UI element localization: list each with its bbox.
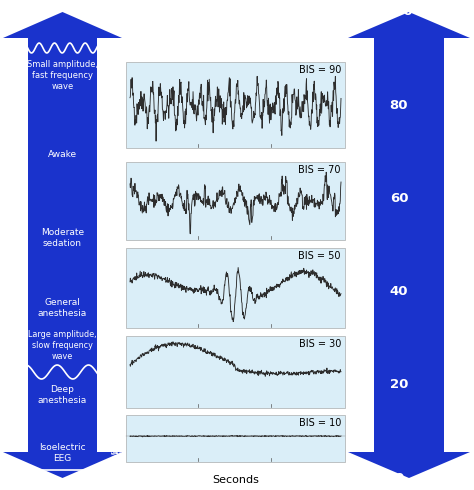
Text: Awake: Awake: [48, 150, 77, 159]
Text: 40: 40: [390, 285, 408, 298]
Bar: [126, 336, 345, 408]
Bar: [126, 248, 345, 328]
Text: BIS INDEX RANGE: BIS INDEX RANGE: [457, 197, 467, 293]
Bar: [126, 415, 345, 462]
Text: Seconds: Seconds: [212, 475, 259, 485]
Text: 50: 50: [114, 451, 124, 460]
Text: Moderate
sedation: Moderate sedation: [41, 228, 84, 248]
Text: BIS = 30: BIS = 30: [299, 339, 341, 349]
Text: Microvolts: Microvolts: [111, 418, 120, 458]
Polygon shape: [348, 12, 470, 38]
Text: BIS = 10: BIS = 10: [299, 418, 341, 428]
Text: 60: 60: [390, 192, 408, 205]
Text: 50: 50: [114, 417, 124, 426]
Text: 0: 0: [119, 432, 124, 441]
Text: General
anesthesia: General anesthesia: [38, 298, 87, 318]
Polygon shape: [348, 452, 470, 478]
Text: BIS = 90: BIS = 90: [299, 65, 341, 75]
Text: BIS = 70: BIS = 70: [299, 165, 341, 175]
Text: 100: 100: [385, 5, 413, 19]
Bar: [126, 62, 345, 148]
Text: 80: 80: [390, 98, 408, 112]
Text: BIS = 50: BIS = 50: [299, 251, 341, 261]
Text: Deep
anesthesia: Deep anesthesia: [38, 385, 87, 405]
Bar: [126, 162, 345, 240]
Bar: [28, 38, 97, 452]
Text: Isoelectric
EEG: Isoelectric EEG: [39, 443, 86, 463]
Text: 0: 0: [394, 471, 404, 485]
Text: 20: 20: [390, 378, 408, 392]
Bar: [374, 38, 445, 452]
Text: Small amplitude,
fast frequency
wave: Small amplitude, fast frequency wave: [27, 60, 98, 91]
Text: Large amplitude,
slow frequency
wave: Large amplitude, slow frequency wave: [28, 330, 97, 361]
Polygon shape: [3, 12, 122, 38]
Polygon shape: [3, 452, 122, 478]
